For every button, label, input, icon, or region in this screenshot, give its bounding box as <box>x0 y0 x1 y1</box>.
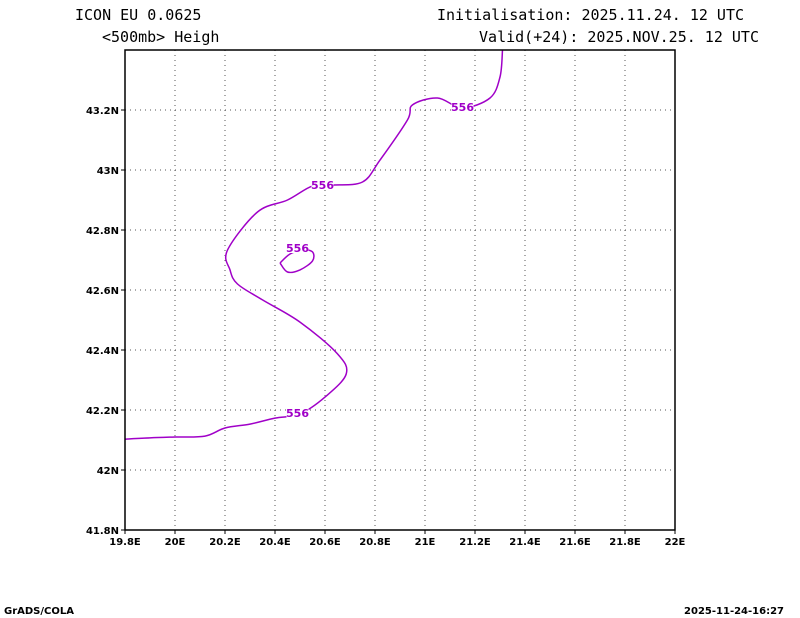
contour-label-background <box>286 407 309 418</box>
x-tick-label: 22E <box>665 537 686 548</box>
contour-label: 556 <box>286 407 309 420</box>
x-tick-label: 21.8E <box>609 537 641 548</box>
y-tick-label: 42.6N <box>86 286 119 297</box>
initialisation-time: Initialisation: 2025.11.24. 12 UTC <box>437 6 744 24</box>
axis-ticks: 19.8E 20E 20.2E 20.4E 20.6E 20.8E 21E 21.2E 21.4… <box>86 106 686 548</box>
footer-source: GrADS/COLA <box>4 606 74 617</box>
contour-label: 556 <box>451 101 474 114</box>
contour-lines: 556 556 556 556 <box>124 49 504 440</box>
x-tick-label: 21E <box>415 537 436 548</box>
y-tick-label: 41.8N <box>86 526 119 537</box>
model-name: ICON EU 0.0625 <box>75 6 201 24</box>
x-tick-label: 20.2E <box>209 537 241 548</box>
footer-timestamp: 2025-11-24-16:27 <box>684 606 784 617</box>
contour-label-background <box>311 179 334 190</box>
x-tick-label: 21.4E <box>509 537 541 548</box>
y-tick-label: 43.2N <box>86 106 119 117</box>
contour-line-556 <box>279 249 315 274</box>
valid-time: Valid(+24): 2025.NOV.25. 12 UTC <box>479 28 759 46</box>
x-tick-label: 20E <box>165 537 186 548</box>
grid-lines <box>125 50 675 530</box>
x-tick-label: 21.6E <box>559 537 591 548</box>
contour-label-background <box>286 242 309 253</box>
contour-label-background <box>451 101 474 112</box>
contour-label: 556 <box>286 242 309 255</box>
x-tick-label: 20.6E <box>309 537 341 548</box>
y-tick-label: 43N <box>97 166 119 177</box>
y-tick-label: 42N <box>97 466 119 477</box>
x-tick-label: 21.2E <box>459 537 491 548</box>
x-tick-label: 19.8E <box>109 537 141 548</box>
contour-line-556 <box>124 49 504 440</box>
variable-name: <500mb> Heigh <box>102 28 219 46</box>
y-tick-label: 42.8N <box>86 226 119 237</box>
y-tick-label: 42.2N <box>86 406 119 417</box>
contour-label: 556 <box>311 179 334 192</box>
x-tick-label: 20.4E <box>259 537 291 548</box>
x-tick-label: 20.8E <box>359 537 391 548</box>
y-tick-label: 42.4N <box>86 346 119 357</box>
